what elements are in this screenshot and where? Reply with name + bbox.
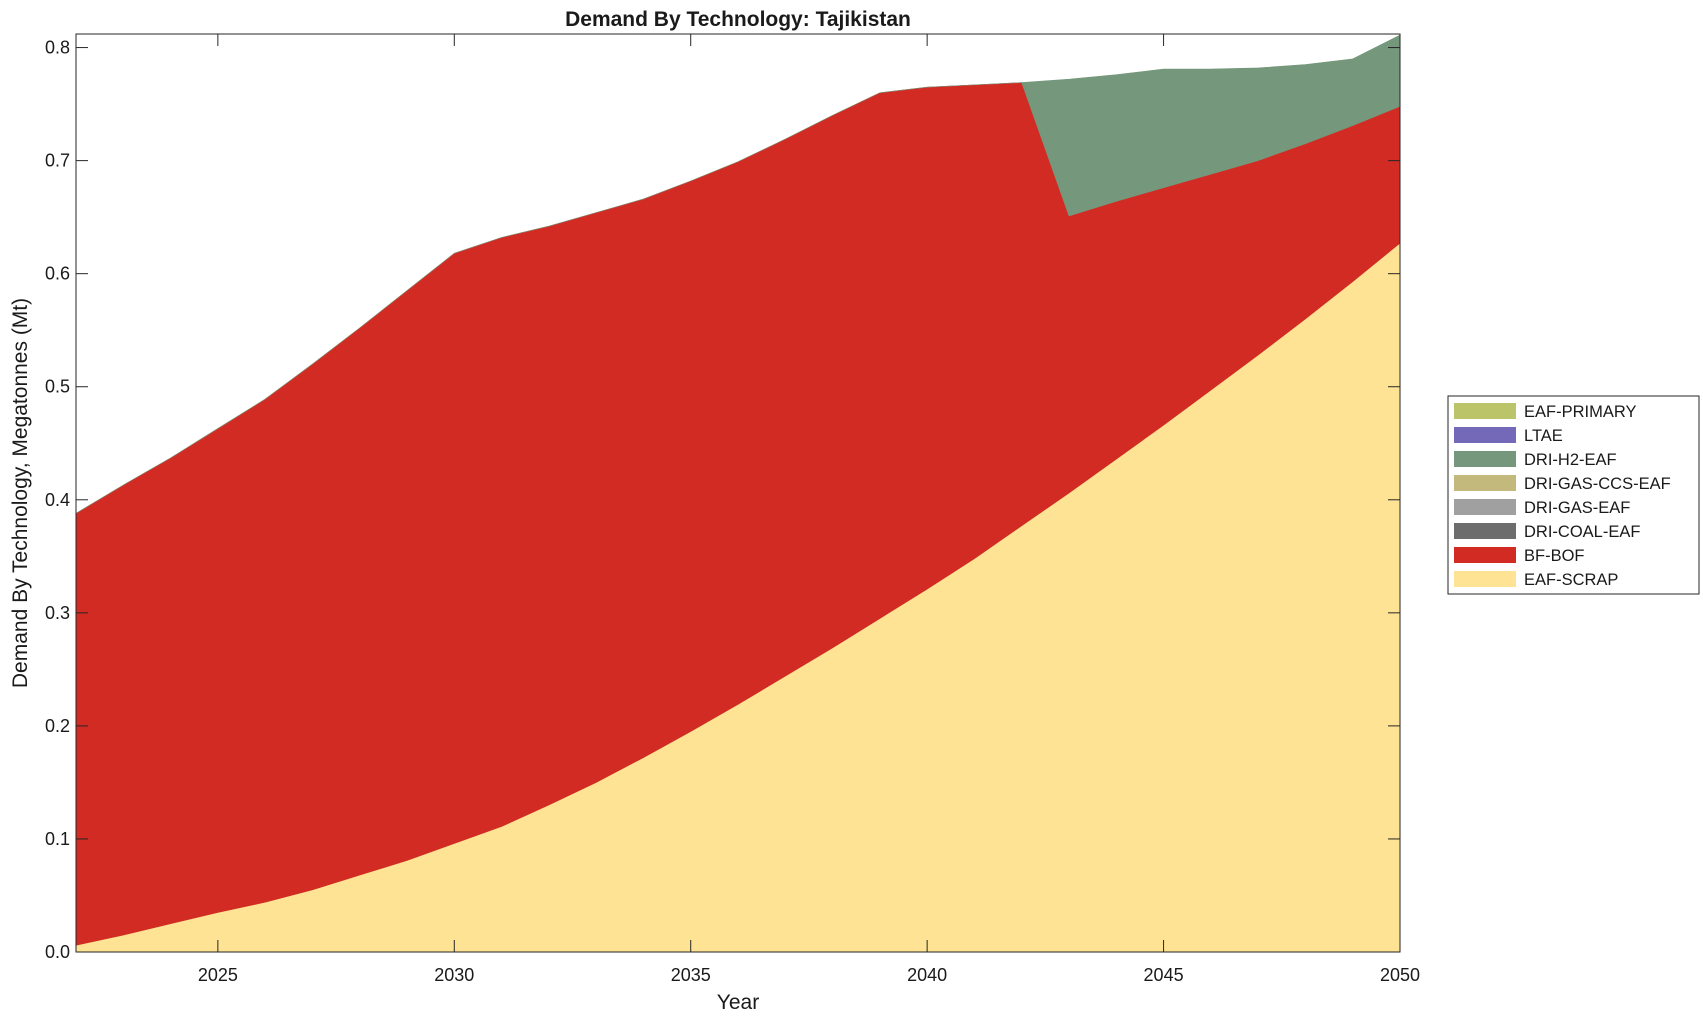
legend: EAF-PRIMARY LTAE DRI-H2-EAF DRI-GAS-CCS-EAF… (1447, 395, 1700, 595)
legend-label-eaf-scrap: EAF-SCRAP (1524, 571, 1618, 589)
legend-label-eaf-primary: EAF-PRIMARY (1524, 403, 1636, 421)
legend-label-dri-gas-eaf: DRI-GAS-EAF (1524, 499, 1630, 517)
y-tick-label: 0.0 (45, 942, 70, 962)
y-tick-label: 0.5 (45, 377, 70, 397)
legend-swatch-dri-gas-eaf (1454, 499, 1516, 515)
legend-label-dri-h2-eaf: DRI-H2-EAF (1524, 451, 1617, 469)
legend-swatch-dri-h2-eaf (1454, 451, 1516, 467)
y-tick-label: 0.2 (45, 716, 70, 736)
y-tick-label: 0.3 (45, 603, 70, 623)
y-tick-label: 0.6 (45, 264, 70, 284)
legend-swatch-ltae (1454, 427, 1516, 443)
x-tick-label: 2050 (1380, 965, 1420, 985)
x-tick-label: 2040 (907, 965, 947, 985)
x-axis: 2025 2030 2035 2040 2045 2050 (198, 34, 1420, 985)
legend-label-dri-coal-eaf: DRI-COAL-EAF (1524, 523, 1640, 541)
y-tick-label: 0.1 (45, 829, 70, 849)
legend-label-ltae: LTAE (1524, 427, 1563, 445)
legend-label-bf-bof: BF-BOF (1524, 547, 1585, 565)
legend-swatch-eaf-scrap (1454, 571, 1516, 587)
x-axis-label: Year (717, 991, 759, 1014)
legend-swatch-bf-bof (1454, 547, 1516, 563)
area-layers (75, 34, 1401, 953)
plot-frame (75, 33, 1401, 953)
legend-label-dri-gas-ccs-eaf: DRI-GAS-CCS-EAF (1524, 475, 1671, 493)
x-tick-label: 2035 (671, 965, 711, 985)
y-axis-label: Demand By Technology, Megatonnes (Mt) (9, 298, 32, 688)
x-tick-label: 2030 (434, 965, 474, 985)
legend-swatch-dri-gas-ccs-eaf (1454, 475, 1516, 491)
y-tick-label: 0.8 (45, 38, 70, 58)
x-tick-label: 2025 (198, 965, 238, 985)
y-axis: 0.0 0.1 0.2 0.3 0.4 0.5 0.6 0.7 0.8 (45, 38, 1400, 962)
y-tick-label: 0.4 (45, 490, 70, 510)
x-tick-label: 2045 (1144, 965, 1184, 985)
chart-title: Demand By Technology: Tajikistan (565, 8, 911, 31)
legend-swatch-dri-coal-eaf (1454, 523, 1516, 539)
y-tick-label: 0.7 (45, 151, 70, 171)
legend-swatch-eaf-primary (1454, 403, 1516, 419)
